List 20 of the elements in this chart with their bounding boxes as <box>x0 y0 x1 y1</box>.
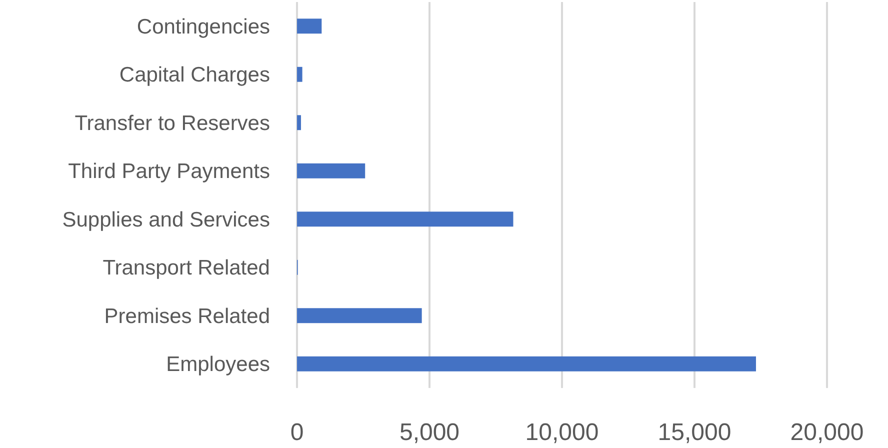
x-tick-label: 5,000 <box>399 419 460 446</box>
y-tick-label: Contingencies <box>136 15 270 38</box>
bar <box>297 115 301 130</box>
y-tick-label: Transport Related <box>102 256 270 280</box>
bar <box>297 163 366 178</box>
x-tick-label: 15,000 <box>658 419 732 446</box>
bar <box>297 66 302 82</box>
x-tick-label: 20,000 <box>790 419 864 446</box>
y-tick-label: Employees <box>166 353 270 376</box>
bar <box>297 356 756 372</box>
bar <box>297 18 322 34</box>
y-tick-label: Capital Charges <box>119 64 270 87</box>
y-tick-label: Supplies and Services <box>62 208 270 232</box>
bar <box>297 212 514 227</box>
y-tick-label: Transfer to Reserves <box>74 112 270 135</box>
x-tick-label: 10,000 <box>525 419 599 446</box>
y-tick-label: Third Party Payments <box>68 160 270 184</box>
bar <box>297 308 422 324</box>
x-tick-label: 0 <box>290 419 304 446</box>
y-tick-label: Premises Related <box>104 304 270 328</box>
